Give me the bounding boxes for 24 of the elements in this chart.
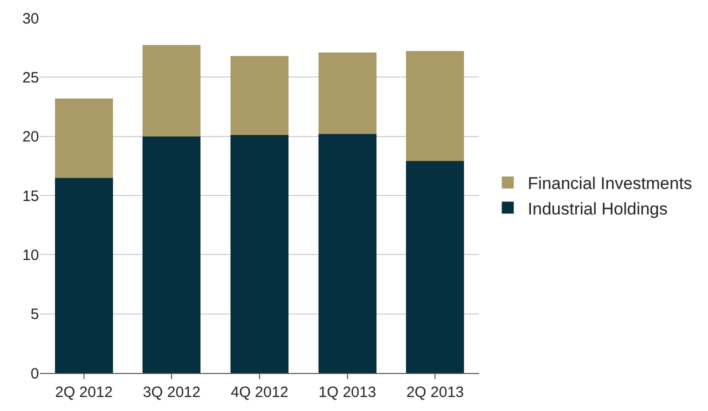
legend-label: Financial Investments — [528, 174, 692, 194]
bar — [54, 98, 113, 178]
bar — [318, 52, 376, 134]
x-tick-label: 2Q 2013 — [406, 384, 464, 401]
legend-label: Industrial Holdings — [528, 199, 668, 218]
bar — [406, 161, 464, 373]
y-tick-label: 25 — [22, 69, 39, 86]
x-tick-label: 1Q 2013 — [318, 384, 376, 401]
bar — [54, 178, 113, 373]
y-tick-label: 15 — [22, 188, 39, 205]
y-tick-label: 0 — [30, 365, 39, 382]
y-tick-label: 10 — [22, 246, 39, 264]
bar — [406, 51, 464, 162]
x-tick-label: 4Q 2012 — [230, 384, 288, 401]
bar — [318, 134, 376, 373]
y-tick-label: 20 — [22, 128, 39, 146]
bar — [142, 45, 201, 136]
x-tick-label: 2Q 2012 — [55, 384, 113, 401]
x-tick-label: 3Q 2012 — [142, 384, 200, 401]
bar — [230, 56, 288, 136]
y-tick-label: 5 — [30, 306, 39, 324]
bar — [142, 136, 201, 373]
y-tick-label: 30 — [22, 10, 39, 28]
bar — [230, 135, 288, 373]
